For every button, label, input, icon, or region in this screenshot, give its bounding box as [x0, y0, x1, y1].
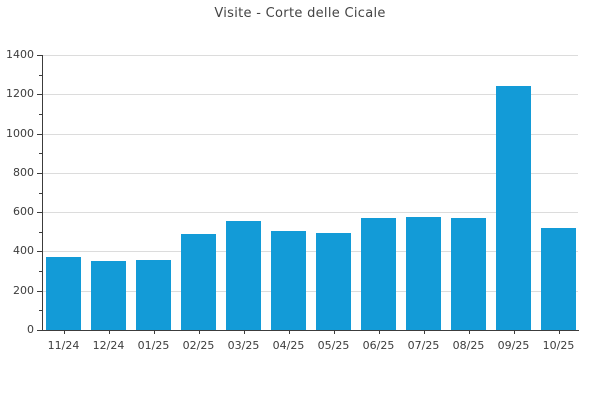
y-tick-label: 1400 — [6, 48, 34, 61]
y-tick — [37, 251, 42, 253]
y-minor-tick — [39, 310, 42, 312]
y-axis-line — [42, 55, 43, 331]
x-tick — [288, 331, 290, 334]
y-tick-label: 1000 — [6, 126, 34, 140]
y-gridline — [42, 94, 578, 96]
bar — [541, 227, 576, 330]
x-tick-label: 03/25 — [227, 339, 260, 352]
x-tick-label: 08/25 — [452, 339, 485, 352]
bar — [46, 257, 81, 330]
x-tick — [153, 331, 155, 334]
x-tick — [198, 331, 200, 334]
bar — [136, 260, 171, 330]
x-axis-line — [42, 330, 579, 331]
y-minor-tick — [39, 74, 42, 76]
x-tick-label: 05/25 — [317, 339, 350, 352]
x-tick — [333, 331, 335, 334]
bar — [181, 233, 216, 330]
bar — [496, 86, 531, 330]
y-tick — [37, 330, 42, 331]
y-minor-tick — [39, 153, 42, 155]
bar — [91, 261, 126, 330]
x-tick-label: 09/25 — [497, 339, 530, 352]
y-tick — [37, 94, 42, 96]
x-tick — [468, 331, 470, 334]
x-tick-label: 02/25 — [182, 339, 215, 352]
y-tick-label: 200 — [13, 283, 34, 297]
bar — [451, 218, 486, 330]
bar — [226, 220, 261, 330]
x-tick — [63, 331, 65, 334]
x-tick-label: 07/25 — [407, 339, 440, 352]
y-tick-label: 1200 — [6, 87, 34, 101]
y-gridline — [42, 133, 578, 135]
y-minor-tick — [39, 271, 42, 273]
x-tick — [558, 331, 560, 334]
y-gridline — [42, 212, 578, 214]
chart-title: Visite - Corte delle Cicale — [214, 6, 386, 21]
bar — [271, 230, 306, 330]
y-gridline — [42, 55, 578, 56]
bar — [406, 217, 441, 330]
y-gridline — [42, 172, 578, 174]
x-tick-label: 01/25 — [137, 339, 170, 352]
x-tick-label: 04/25 — [272, 339, 305, 352]
y-tick-label: 800 — [13, 165, 34, 179]
y-tick — [37, 55, 42, 56]
bar — [316, 232, 351, 330]
x-tick — [378, 331, 380, 334]
y-minor-tick — [39, 113, 42, 115]
x-tick-label: 06/25 — [362, 339, 395, 352]
y-gridline — [42, 290, 578, 292]
x-tick — [243, 331, 245, 334]
plot-area — [42, 55, 578, 330]
x-tick-label: 11/24 — [47, 339, 80, 352]
x-tick-label: 12/24 — [92, 339, 125, 352]
bar — [361, 218, 396, 330]
x-tick — [513, 331, 515, 334]
x-tick — [108, 331, 110, 334]
y-tick-label: 0 — [27, 323, 34, 336]
y-tick-label: 400 — [13, 244, 34, 258]
y-tick — [37, 212, 42, 214]
y-minor-tick — [39, 231, 42, 233]
y-minor-tick — [39, 192, 42, 194]
y-tick-label: 600 — [13, 205, 34, 219]
y-tick — [37, 172, 42, 174]
y-gridline — [42, 251, 578, 253]
x-tick — [423, 331, 425, 334]
y-tick — [37, 133, 42, 135]
x-tick-label: 10/25 — [542, 339, 575, 352]
y-tick — [37, 290, 42, 292]
